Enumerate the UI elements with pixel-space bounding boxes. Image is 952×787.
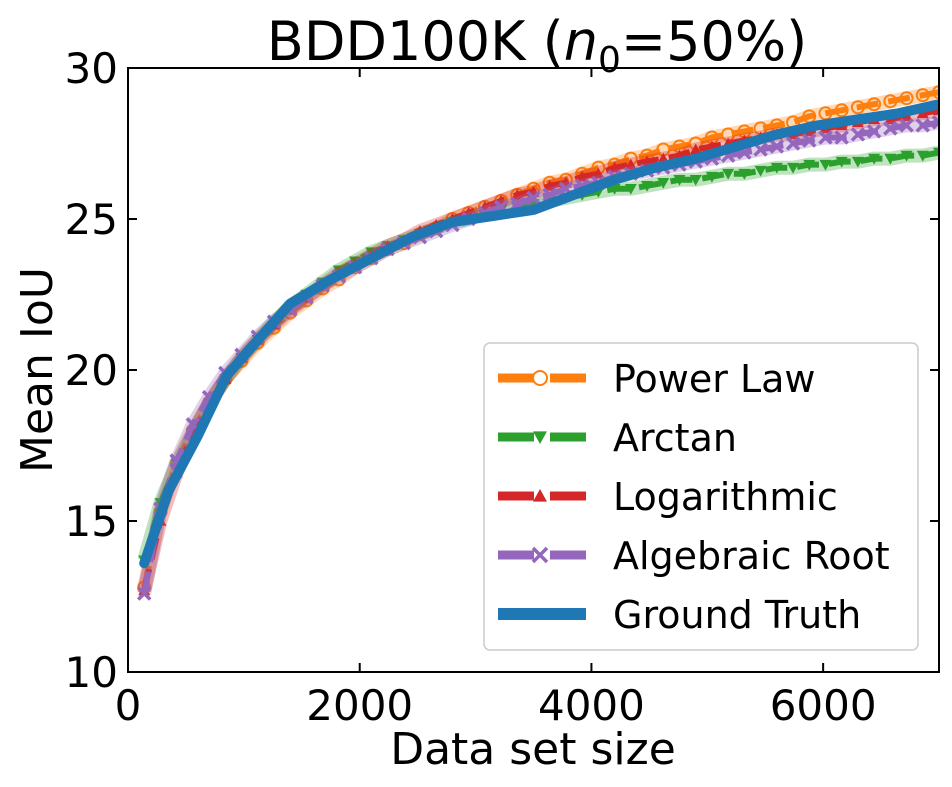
data-point (867, 97, 882, 112)
data-point (834, 130, 849, 145)
legend-marker (531, 546, 549, 564)
x-tick-label: 4000 (538, 681, 645, 730)
data-point (900, 150, 913, 162)
x-tick-label: 6000 (770, 681, 877, 730)
data-point (916, 150, 929, 162)
y-axis-label: Mean IoU (12, 267, 63, 473)
series-ground-truth (139, 99, 939, 569)
data-point (915, 88, 930, 103)
data-point (835, 156, 848, 168)
data-point (899, 118, 914, 133)
data-point (705, 171, 718, 183)
y-tick-label: 10 (65, 648, 118, 697)
legend-marker (532, 370, 548, 386)
data-point (834, 103, 849, 118)
data-point (932, 85, 939, 100)
data-point (722, 168, 735, 180)
x-tick-label: 0 (115, 681, 142, 730)
y-tick-label: 15 (65, 497, 118, 546)
chart-title: BDD100K (n0=50%) (267, 10, 807, 81)
data-point (689, 143, 702, 155)
data-point (738, 168, 751, 180)
data-point (803, 159, 816, 171)
legend-label: Logarithmic (613, 475, 838, 519)
data-point (624, 158, 637, 170)
data-point (785, 136, 801, 151)
legend-item: Algebraic Root (498, 534, 890, 578)
data-point (592, 167, 605, 179)
data-point (543, 179, 556, 191)
plot-frame (127, 67, 940, 673)
series-line (139, 99, 939, 569)
data-point (883, 121, 898, 136)
data-point (850, 100, 865, 115)
data-point (608, 161, 621, 173)
x-axis-label: Data set size (390, 724, 676, 775)
legend-item: Ground Truth (498, 593, 861, 637)
data-point (526, 190, 541, 206)
data-point (641, 180, 654, 192)
data-point (915, 118, 931, 133)
data-point (931, 115, 939, 130)
legend-label: Ground Truth (613, 593, 861, 637)
legend-marker (533, 431, 547, 444)
y-tick-label: 30 (65, 44, 118, 93)
series-layer (136, 85, 939, 601)
legend: Power Law Arctan Logarithmic Algebraic Root… (483, 342, 919, 651)
data-point (673, 174, 686, 186)
data-point (899, 91, 914, 106)
legend-marker (533, 489, 547, 502)
legend-label: Arctan (613, 416, 737, 460)
data-point (576, 170, 589, 182)
data-point (689, 174, 702, 186)
data-point (850, 127, 866, 142)
legend-item: Power Law (498, 357, 816, 401)
data-point (883, 94, 898, 109)
y-tick-label: 20 (65, 346, 118, 395)
data-point (787, 162, 800, 174)
legend-item: Logarithmic (498, 475, 838, 519)
data-point (511, 188, 524, 200)
legend-item: Arctan (498, 416, 737, 460)
legend-label: Power Law (613, 357, 816, 401)
legend-box (483, 342, 919, 651)
data-point (866, 124, 882, 139)
data-point (608, 184, 621, 195)
y-tick-label: 25 (65, 195, 118, 244)
data-point (754, 165, 767, 177)
data-point (818, 130, 833, 145)
data-point (657, 177, 670, 189)
data-point (136, 586, 152, 601)
data-point (868, 153, 881, 165)
legend-label: Algebraic Root (613, 534, 890, 578)
data-point (851, 156, 864, 168)
data-point (769, 139, 785, 154)
data-point (624, 184, 637, 195)
x-tick-label: 2000 (306, 681, 413, 730)
axis-ticks: 0 2000 4000 6000 10 15 20 25 30 (65, 44, 939, 730)
data-point (641, 155, 654, 167)
data-point (802, 133, 817, 148)
data-point (884, 153, 897, 165)
data-point (933, 147, 939, 159)
data-point (770, 162, 783, 174)
data-point (819, 159, 832, 171)
